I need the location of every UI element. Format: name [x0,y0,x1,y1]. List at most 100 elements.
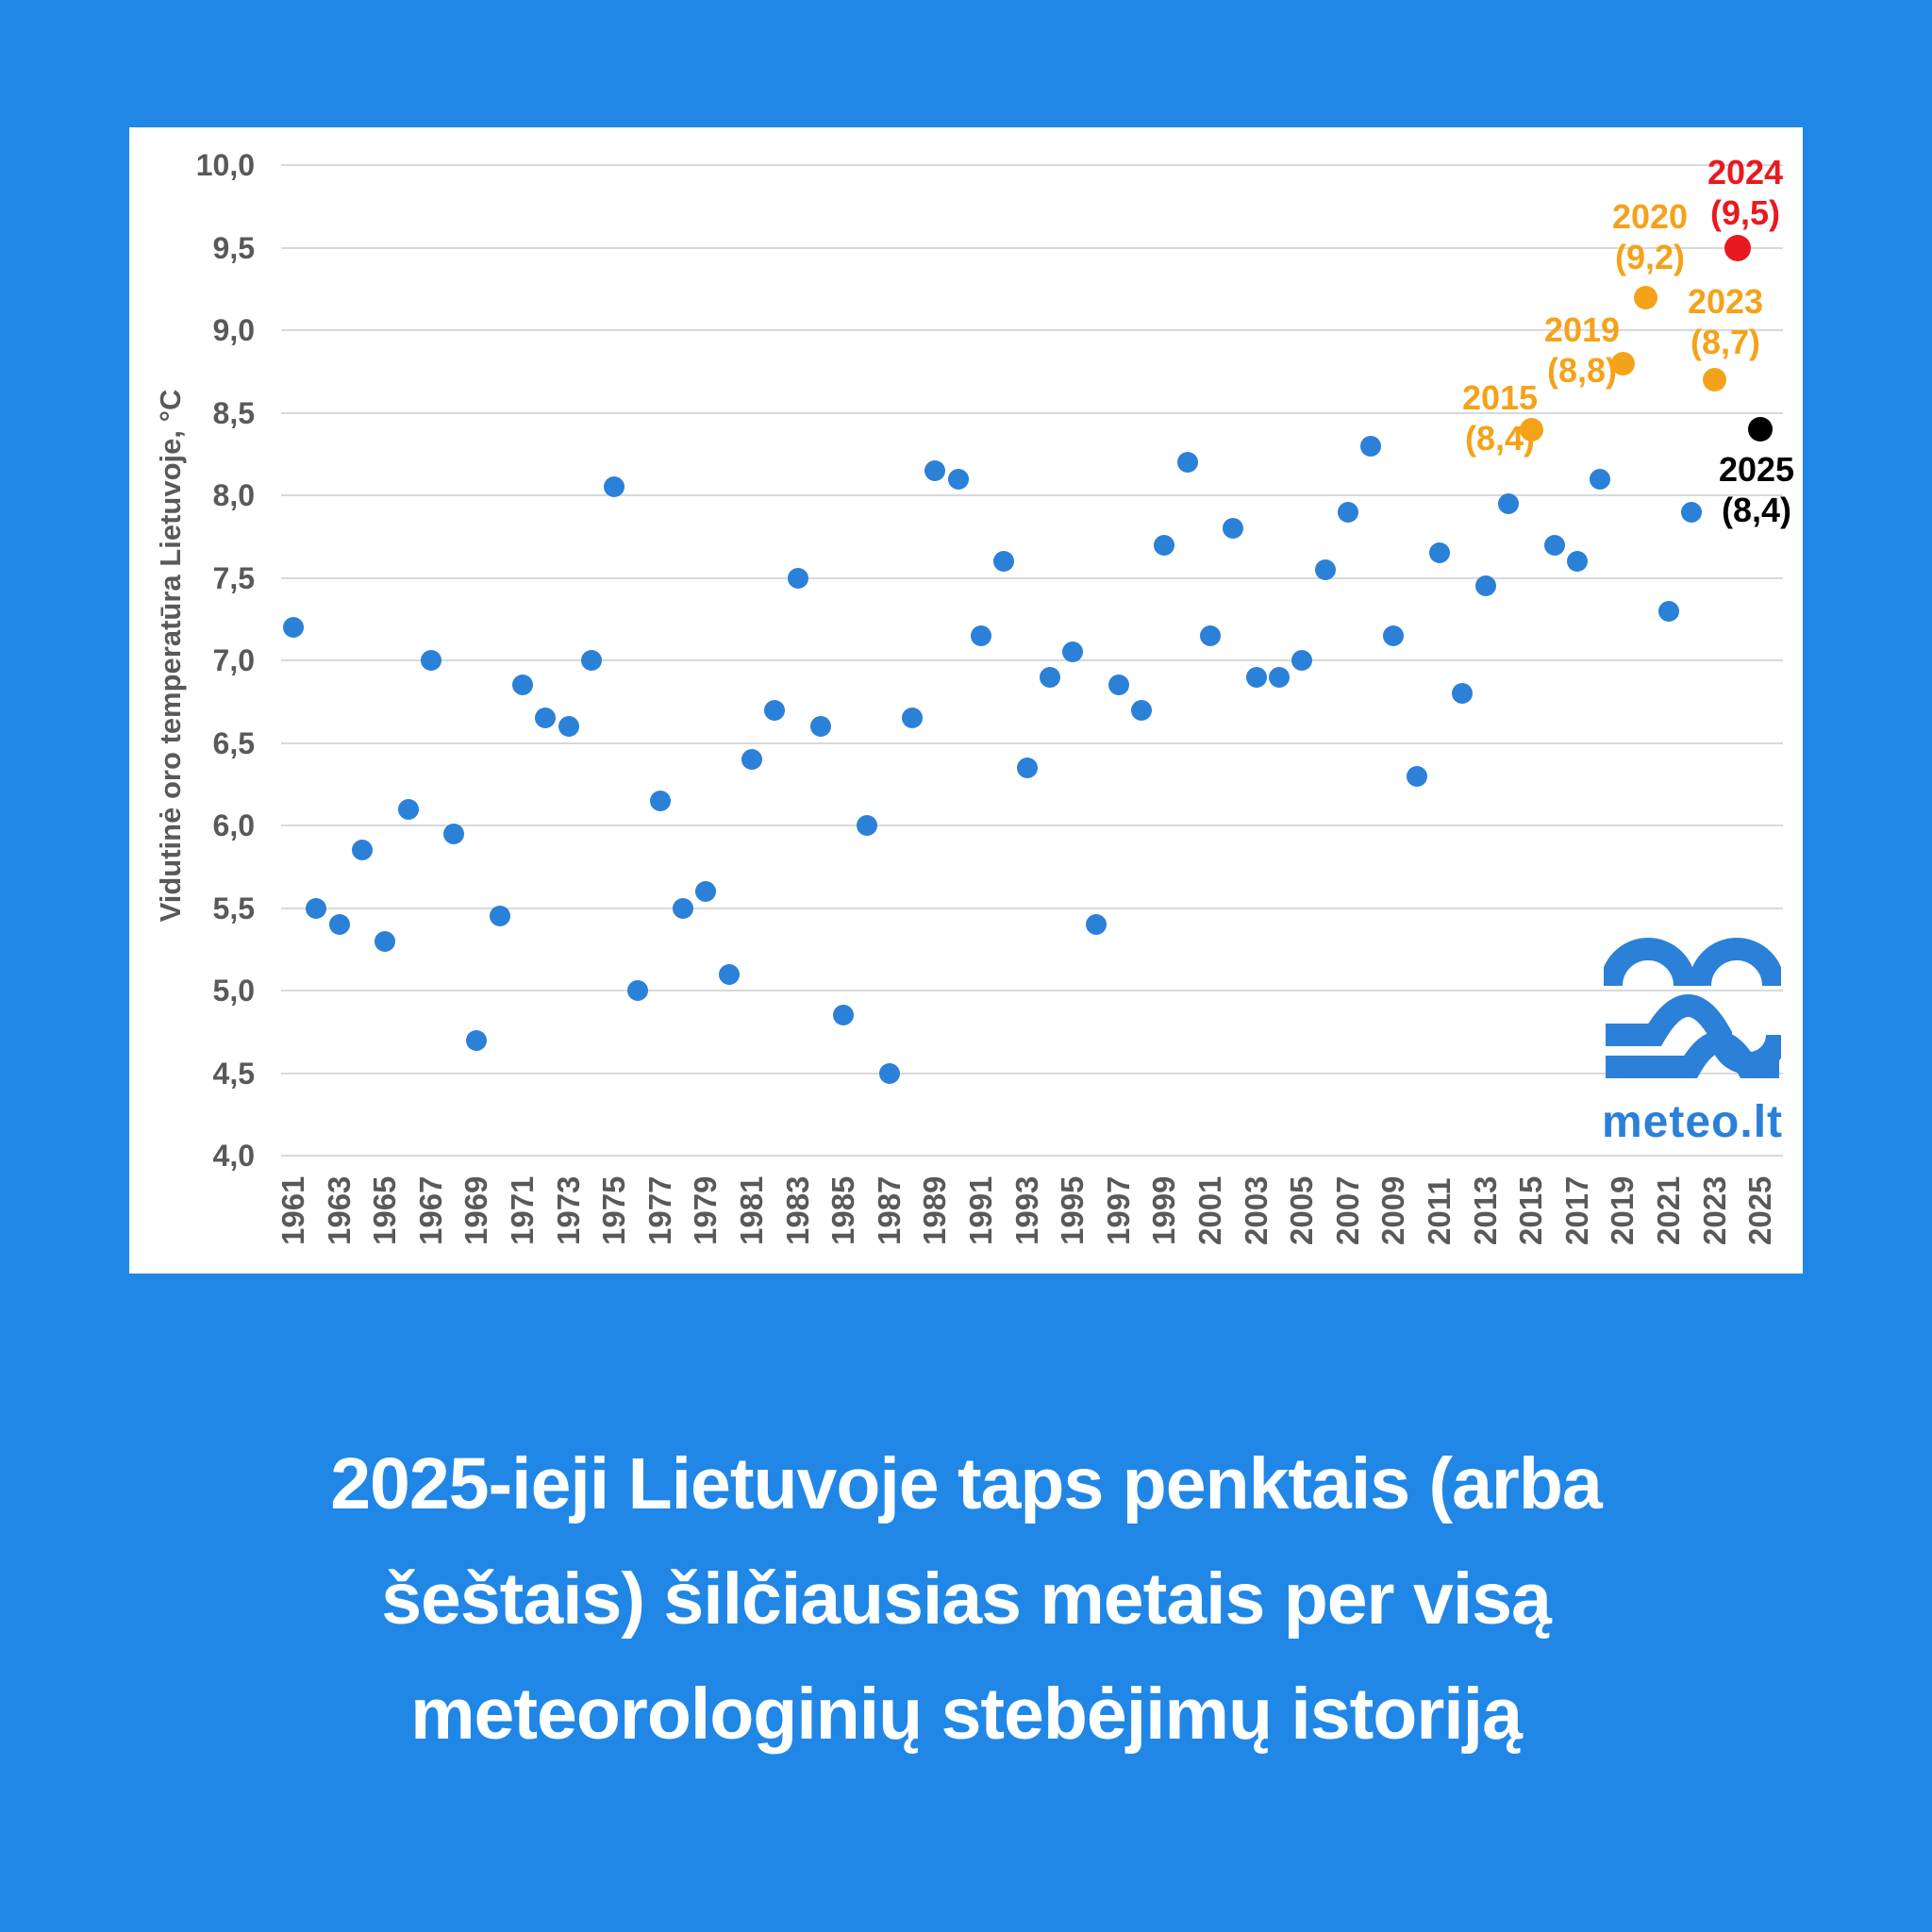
x-tick-label: 2013 [1467,1175,1503,1245]
caption: 2025-ieji Lietuvoje taps penktais (arba š… [0,1426,1932,1772]
data-point [1154,534,1175,556]
meteo-logo: meteo.lt [1596,927,1789,1148]
data-point [1406,765,1427,787]
data-point [1016,757,1038,778]
data-point [580,650,602,671]
highlighted-data-point [1519,417,1543,441]
highlight-value-label: (8,4) [1464,419,1536,458]
y-tick-label: 8,5 [212,395,255,430]
x-tick-label: 1987 [871,1175,907,1245]
highlighted-data-point [1634,285,1658,309]
x-tick-label: 1983 [779,1175,815,1245]
x-tick-label: 1977 [641,1175,677,1245]
data-point [1176,452,1198,473]
x-tick-label: 1989 [917,1175,953,1245]
data-point [375,930,396,952]
data-point [947,468,969,490]
y-tick-label: 9,0 [212,313,255,347]
data-point [1245,666,1267,688]
data-point [443,823,465,844]
highlight-annotation: 2020 (9,2) [1612,196,1688,277]
highlight-annotation: 2023 (8,7) [1688,281,1763,362]
data-point [1543,534,1565,556]
x-tick-label: 2023 [1696,1175,1732,1245]
data-point [787,567,808,589]
y-tick-label: 6,5 [212,725,255,760]
x-tick-label: 2001 [1192,1175,1227,1245]
data-point [902,708,924,729]
x-tick-label: 1981 [734,1175,769,1245]
data-point [1452,683,1474,704]
gridline [281,164,1783,166]
y-tick-label: 6,0 [212,808,255,842]
data-point [1200,625,1221,646]
data-point [1314,558,1336,580]
data-point [741,749,762,770]
x-tick-label: 2003 [1238,1175,1274,1245]
data-point [1681,501,1703,523]
y-tick-label: 5,5 [212,891,255,925]
data-point [924,459,946,481]
data-point [878,1062,900,1084]
x-tick-label: 2005 [1284,1175,1320,1245]
y-tick-label: 7,0 [212,643,255,677]
x-tick-label: 2021 [1651,1175,1686,1245]
data-point [466,1029,488,1051]
gridline [281,659,1783,661]
highlighted-data-point [1703,368,1727,391]
x-tick-label: 1961 [275,1175,310,1245]
data-point [833,1005,855,1026]
data-point [283,617,304,638]
highlighted-data-point [1610,351,1635,375]
highlight-annotation: 2025 (8,4) [1719,449,1794,530]
data-point [971,625,991,646]
x-tick-label: 2007 [1329,1175,1365,1245]
caption-line: 2025-ieji Lietuvoje taps penktais (arba [330,1443,1603,1524]
data-point [1337,501,1358,523]
chart-card: Vidutinė oro temperatūra Lietuvoje, °C 1… [129,127,1803,1274]
data-point [328,914,350,935]
gridline [281,1072,1783,1074]
highlight-value-label: (8,8) [1546,351,1618,390]
x-tick-label: 1993 [1008,1175,1044,1245]
x-tick-label: 2009 [1375,1175,1411,1245]
highlight-year-label: 2015 [1461,378,1539,417]
highlight-value-label: (8,4) [1721,491,1792,529]
gridline [281,824,1783,826]
x-tick-label: 2017 [1558,1175,1594,1245]
data-point [351,840,373,861]
x-tick-label: 1985 [825,1175,861,1245]
data-point [856,815,877,836]
data-point [764,699,786,721]
x-tick-label: 1965 [367,1175,403,1245]
highlighted-data-point [1748,417,1774,441]
data-point [1497,492,1519,514]
y-tick-label: 9,5 [212,230,255,265]
x-tick-label: 1975 [596,1175,632,1245]
data-point [1590,468,1611,490]
data-point [1383,625,1405,646]
gridline [281,907,1783,909]
x-tick-label: 1963 [321,1175,357,1245]
data-point [695,881,717,902]
gridline [281,246,1783,249]
x-tick-label: 1997 [1100,1175,1136,1245]
data-point [420,650,441,671]
data-point [673,897,694,919]
y-tick-label: 5,0 [212,974,255,1008]
caption-line: šeštais) šilčiausias metais per visą [381,1558,1552,1640]
data-point [1474,575,1496,597]
data-point [718,963,740,985]
data-point [1108,675,1129,696]
data-point [1566,551,1588,572]
data-point [1085,914,1107,935]
scatter-plot: 10,0 9,5 9,0 8,5 8,0 7,5 7,0 6,5 6,0 5,5 5,0 4,5 4,0… [129,127,1803,1274]
highlight-annotation: 2015 (8,4) [1462,377,1538,458]
data-point [397,798,419,820]
gridline [281,494,1783,496]
highlight-year-label: 2019 [1543,310,1621,349]
x-tick-label: 1999 [1146,1175,1182,1245]
data-point [512,675,533,696]
highlight-year-label: 2020 [1611,197,1689,236]
